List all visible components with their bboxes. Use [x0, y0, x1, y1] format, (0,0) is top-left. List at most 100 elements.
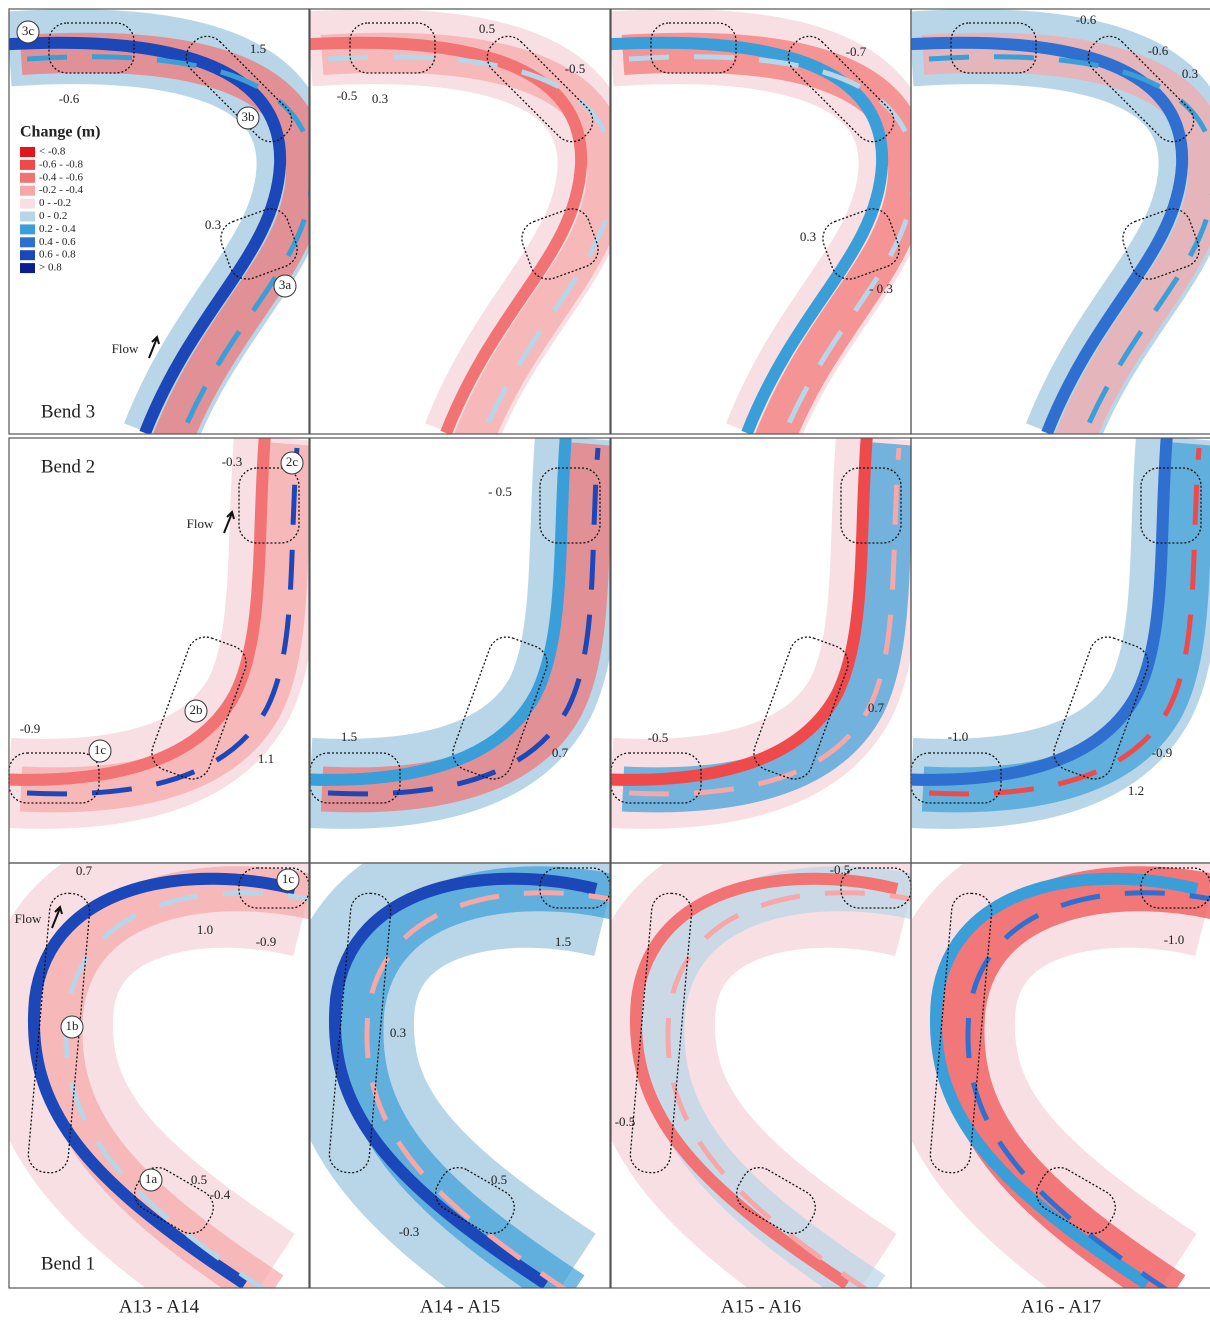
zone-label: 3c: [22, 23, 35, 38]
column-label: A13 - A14: [119, 1296, 200, 1317]
change-label: -0.4: [210, 1187, 231, 1202]
thalweg: [329, 872, 598, 1288]
legend-swatch: [20, 237, 35, 248]
zone-label: 1a: [145, 1171, 158, 1186]
change-label: 1.5: [250, 41, 266, 56]
bar-deposit: [19, 32, 309, 434]
stripe: [928, 54, 1210, 434]
zone-marker: [16, 20, 40, 44]
zone-outline: [1036, 1166, 1116, 1235]
change-label: 0.5: [191, 1172, 207, 1187]
zone-marker: [139, 1168, 163, 1192]
stripe: [63, 890, 309, 1288]
zone-label: 3a: [279, 277, 292, 292]
panel-border: [309, 8, 611, 435]
zone-marker: [276, 868, 300, 892]
panel: -1.0 -0.9 1.2: [910, 437, 1210, 864]
change-label: - 0.3: [869, 281, 893, 296]
thalweg: [9, 36, 287, 434]
change-label: -0.9: [256, 934, 277, 949]
change-label: 1.5: [555, 934, 571, 949]
change-label: 1.2: [1128, 783, 1144, 798]
change-label: 0.5: [479, 21, 495, 36]
map: [9, 438, 309, 829]
thalweg: [630, 872, 899, 1288]
panel: -0.5 0.7: [610, 437, 912, 864]
panel: 0.3 1.5 0.5 -0.3: [309, 862, 611, 1289]
legend: Change (m) < -0.8-0.6 - -0.8-0.4 - -0.6-0…: [20, 124, 100, 274]
map: [611, 9, 911, 434]
map: [611, 438, 911, 829]
zone-outline: [822, 208, 900, 280]
thalweg: [911, 438, 1173, 786]
flow-label: Flow: [15, 911, 42, 926]
zone-marker: [280, 451, 304, 475]
change-label: -0.3: [399, 1224, 420, 1239]
stripe: [965, 890, 1210, 1288]
zone-marker: [60, 1015, 84, 1039]
zone-outline: [629, 892, 693, 1174]
change-label: -0.7: [846, 44, 867, 59]
map: [310, 9, 610, 434]
column-label: A14 - A15: [420, 1296, 500, 1317]
change-label: 0.3: [372, 91, 388, 106]
change-label: 1.1: [258, 751, 274, 766]
stripe: [628, 54, 911, 434]
panel: 2c 2b 1c -0.3 -0.9 1.1 Flow Bend 2: [8, 437, 310, 864]
zone-outline: [48, 22, 135, 74]
legend-swatch: [20, 211, 35, 222]
change-label: 0.3: [800, 229, 816, 244]
panel: -0.7 0.3 - 0.3: [610, 8, 912, 435]
change-label: 0.5: [491, 1172, 507, 1187]
zone-outline: [486, 35, 594, 143]
panel: -0.6 -0.6 0.3: [910, 8, 1210, 435]
legend-label: 0.2 - 0.4: [39, 223, 76, 235]
zone-label: 1c: [94, 742, 107, 757]
change-label: 0.7: [76, 863, 93, 878]
change-label: - 0.5: [488, 484, 512, 499]
zone-outline: [349, 22, 436, 74]
panel: 1c 1b 1a 0.7 1.0 -0.9 0.5-0.4 Flow Bend 1: [8, 862, 310, 1289]
change-label: -0.5: [337, 88, 358, 103]
zone-marker: [88, 739, 112, 763]
zone-outline: [27, 892, 91, 1174]
zone-outline: [840, 467, 902, 544]
change-label: -0.6: [59, 91, 80, 106]
zone-outline: [736, 1166, 816, 1235]
stripe: [928, 447, 1202, 797]
map: [911, 9, 1210, 434]
panel-border: [8, 862, 310, 1289]
legend-label: > 0.8: [39, 262, 62, 274]
stripe: [26, 447, 300, 797]
column-label: A15 - A16: [721, 1296, 801, 1317]
zone-outline: [521, 208, 599, 280]
panel: -1.0: [910, 862, 1210, 1289]
thalweg: [9, 438, 271, 786]
change-label: 0.7: [552, 745, 569, 760]
change-label: -0.6: [1148, 43, 1169, 58]
zone-marker: [236, 106, 260, 130]
change-label: -0.3: [222, 454, 243, 469]
change-label: 1.0: [197, 922, 213, 937]
change-label: -1.0: [948, 729, 969, 744]
change-label: -0.5: [565, 61, 586, 76]
zone-label: 3b: [242, 109, 255, 124]
thalweg: [611, 438, 873, 786]
legend-label: 0.4 - 0.6: [39, 236, 76, 248]
bar-deposit: [621, 32, 911, 434]
stripe: [26, 54, 309, 434]
legend-swatch: [20, 224, 35, 235]
zone-label: 2b: [190, 702, 203, 717]
zone-outline: [1140, 467, 1202, 544]
panel-border: [309, 862, 611, 1289]
thalweg: [310, 438, 572, 786]
legend-title: Change (m): [20, 124, 100, 141]
bar-deposit: [320, 32, 610, 434]
legend-label: -0.6 - -0.8: [39, 158, 83, 170]
bar-deposit: [921, 32, 1210, 434]
flow-arrow: [148, 335, 160, 359]
flow-arrow: [51, 905, 63, 929]
map: [9, 9, 309, 434]
zone-outline: [435, 1166, 515, 1235]
legend-label: -0.4 - -0.6: [39, 171, 83, 183]
